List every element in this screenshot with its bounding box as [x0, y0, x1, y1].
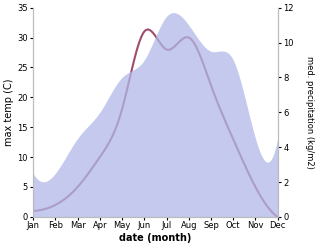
Y-axis label: med. precipitation (kg/m2): med. precipitation (kg/m2) [305, 56, 314, 169]
X-axis label: date (month): date (month) [119, 233, 191, 243]
Y-axis label: max temp (C): max temp (C) [4, 79, 14, 146]
